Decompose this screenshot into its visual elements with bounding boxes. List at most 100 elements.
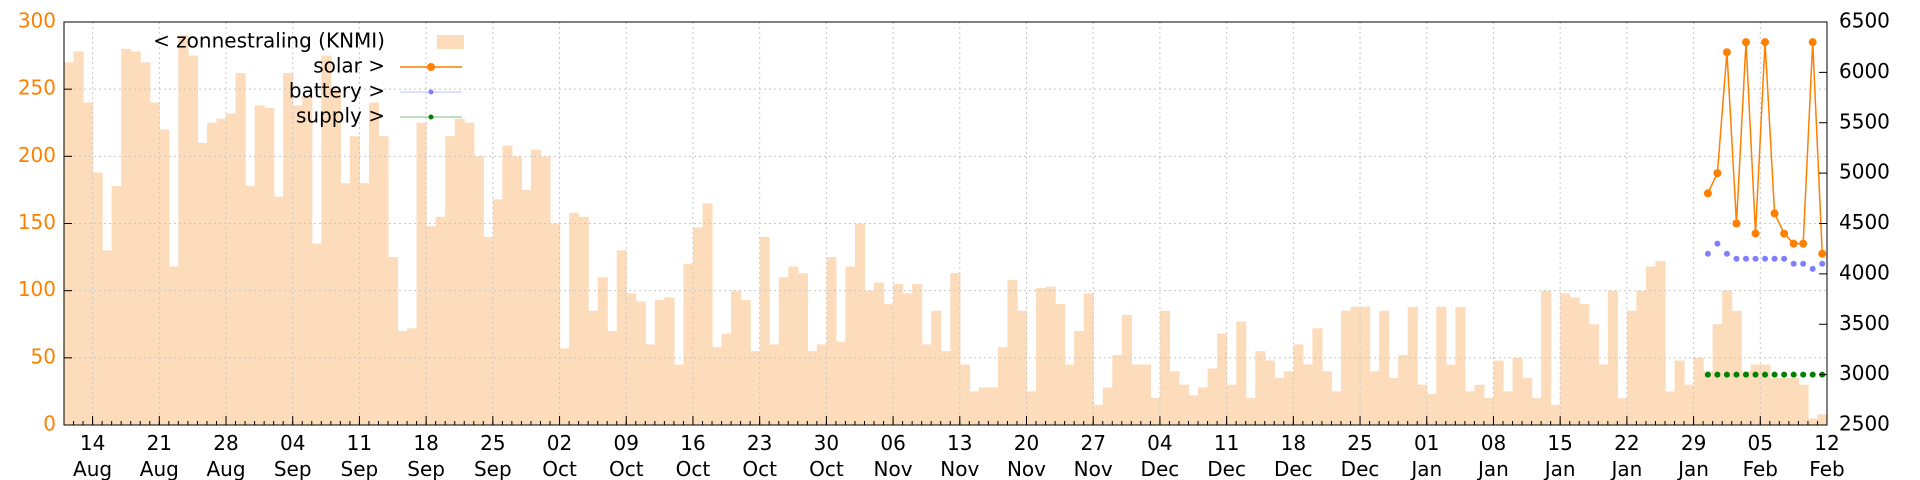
bar	[1436, 306, 1447, 425]
bar	[1245, 398, 1256, 425]
bar	[1188, 395, 1199, 425]
bar	[168, 266, 179, 425]
bar	[988, 387, 999, 425]
legend-point	[427, 63, 435, 71]
x-tick-label: 28 Aug	[206, 431, 246, 480]
bar	[1750, 364, 1761, 425]
y-tick-label: 50	[31, 344, 56, 368]
bar	[245, 185, 256, 425]
x-tick-label: 05 Feb	[1742, 431, 1778, 480]
bar	[1045, 286, 1056, 425]
y2-tick-label: 3500	[1839, 311, 1890, 335]
bar	[1617, 398, 1628, 425]
x-tick-label: 01 Jan	[1411, 431, 1443, 480]
y-tick-label: 200	[18, 143, 56, 167]
bar	[1588, 324, 1599, 425]
bar	[1779, 377, 1790, 425]
bar	[1684, 384, 1695, 425]
y2-tick-label: 6500	[1839, 9, 1890, 33]
bar	[921, 344, 932, 425]
x-tick-label: 02 Oct	[542, 431, 577, 480]
x-tick-label: 25 Dec	[1340, 431, 1380, 480]
x-tick-label: 14 Aug	[73, 431, 113, 480]
bar	[1560, 293, 1571, 425]
bar	[397, 330, 408, 425]
bar	[788, 266, 799, 425]
bar	[550, 223, 561, 425]
bar	[692, 227, 704, 425]
bar	[1217, 333, 1228, 425]
bar	[578, 216, 589, 425]
bar	[1207, 368, 1218, 425]
point	[1752, 371, 1759, 378]
bar	[769, 344, 780, 425]
y-tick-label: 0	[43, 412, 56, 436]
bar	[874, 282, 885, 425]
bar	[807, 351, 818, 425]
bar	[445, 136, 456, 425]
point	[1752, 255, 1759, 262]
x-tick-label: 29 Jan	[1678, 431, 1709, 480]
bar	[1531, 398, 1542, 425]
point	[1790, 260, 1797, 267]
bar	[1321, 371, 1333, 425]
bar	[931, 310, 942, 425]
bar	[969, 391, 980, 425]
bar	[92, 172, 103, 425]
bar	[588, 310, 599, 425]
bar	[1407, 306, 1418, 425]
bar	[1674, 360, 1685, 425]
bar	[1131, 364, 1142, 425]
bar	[759, 236, 770, 425]
point	[1799, 239, 1808, 248]
bar	[1293, 344, 1304, 425]
bar	[1112, 355, 1123, 425]
point	[1789, 239, 1798, 248]
point	[1781, 255, 1788, 262]
bar	[1350, 306, 1361, 425]
x-tick-label: 27 Nov	[1073, 431, 1113, 480]
bar	[1569, 297, 1580, 425]
bar	[1512, 357, 1523, 425]
bar	[226, 113, 237, 425]
bar	[254, 105, 265, 425]
bar	[607, 330, 618, 425]
bar	[1445, 364, 1456, 425]
point	[1751, 229, 1760, 238]
bar	[731, 290, 742, 425]
bar	[1312, 328, 1323, 425]
bar	[1541, 290, 1552, 425]
point	[1800, 371, 1807, 378]
bar	[826, 257, 837, 425]
x-tick-label: 16 Oct	[675, 431, 711, 480]
x-tick-label: 18 Sep	[407, 431, 445, 480]
bar	[1798, 384, 1809, 425]
bar	[664, 297, 675, 425]
bar	[778, 277, 789, 425]
bar	[635, 301, 646, 425]
bar	[1074, 330, 1085, 425]
bar	[340, 183, 351, 425]
point	[1713, 169, 1722, 178]
x-tick-label: 12 Feb	[1809, 431, 1845, 480]
bar	[1417, 384, 1428, 425]
bar	[1817, 414, 1828, 425]
bar	[1360, 306, 1371, 425]
point	[1761, 38, 1770, 47]
bar	[1474, 384, 1485, 425]
legend-label: supply >	[296, 104, 385, 128]
bar	[1178, 384, 1190, 425]
legend-label: battery >	[289, 79, 385, 103]
bar	[464, 122, 475, 425]
point	[1714, 240, 1721, 247]
bar	[1626, 310, 1638, 425]
bar	[1722, 290, 1733, 425]
bar	[330, 89, 341, 426]
bar	[359, 183, 370, 425]
bar	[321, 55, 332, 425]
bar	[845, 266, 856, 425]
bar	[654, 300, 665, 425]
bar	[616, 250, 627, 425]
series-line	[1707, 42, 1823, 254]
bar	[721, 333, 732, 425]
